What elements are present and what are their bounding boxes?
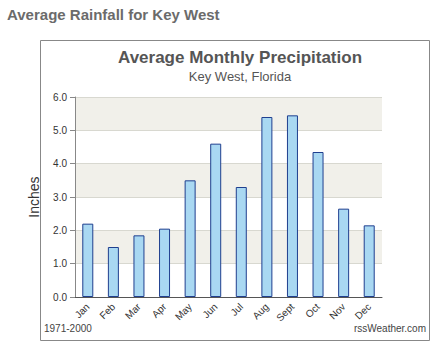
svg-text:3.0: 3.0 [53, 192, 67, 203]
svg-text:6.0: 6.0 [53, 92, 67, 103]
svg-text:5.0: 5.0 [53, 125, 67, 136]
svg-text:Average Monthly Precipitation: Average Monthly Precipitation [118, 48, 362, 67]
svg-text:Nov: Nov [327, 301, 347, 321]
svg-text:Oct: Oct [303, 301, 322, 320]
svg-text:1.0: 1.0 [53, 258, 67, 269]
svg-text:Sept: Sept [274, 301, 296, 323]
svg-text:4.0: 4.0 [53, 158, 67, 169]
svg-text:0.0: 0.0 [53, 292, 67, 303]
svg-text:1971-2000: 1971-2000 [44, 323, 92, 334]
svg-text:2.0: 2.0 [53, 225, 67, 236]
svg-text:May: May [173, 301, 194, 322]
svg-text:Key West, Florida: Key West, Florida [189, 69, 292, 84]
svg-text:Feb: Feb [97, 301, 117, 321]
svg-text:Aug: Aug [250, 301, 270, 321]
svg-text:rssWeather.com: rssWeather.com [354, 323, 426, 334]
svg-text:Jan: Jan [73, 301, 92, 320]
svg-text:Jun: Jun [200, 301, 219, 320]
svg-text:Average Rainfall for Key West: Average Rainfall for Key West [7, 6, 220, 23]
svg-text:Jul: Jul [228, 301, 245, 318]
svg-text:Dec: Dec [353, 301, 373, 321]
svg-text:Mar: Mar [123, 301, 143, 321]
svg-text:Inches: Inches [26, 176, 42, 217]
svg-text:Apr: Apr [150, 301, 169, 320]
